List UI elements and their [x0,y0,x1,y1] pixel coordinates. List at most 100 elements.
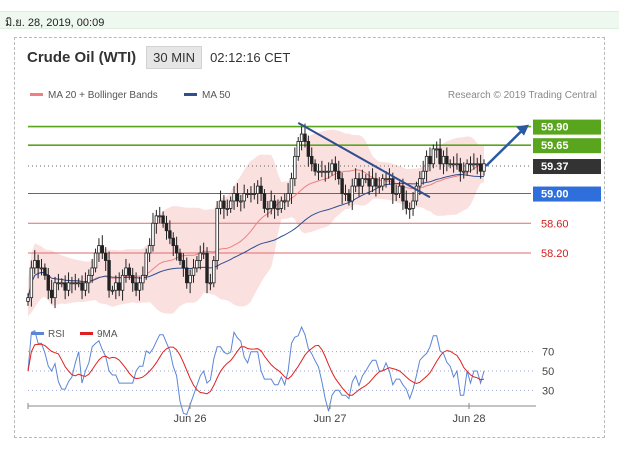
candle-body [147,245,152,254]
candle-body [185,267,189,284]
x-tick-label: Jun 27 [313,413,346,425]
x-axis: Jun 26 Jun 27 Jun 28 [27,403,536,425]
candle-body [266,208,270,210]
candle-body [269,200,273,209]
instrument-title: Crude Oil (WTI) [27,48,137,66]
candle-body [29,267,34,299]
candle-body [249,193,253,195]
candle-body [181,260,186,269]
candle-body [134,282,138,291]
candle-body [154,215,159,224]
candle-body [401,185,405,202]
candle-body [103,252,108,261]
level-label: 59.65 [541,140,569,152]
candle-body [232,193,236,202]
legend: MA 20 + Bollinger Bands MA 50 Research ©… [30,90,597,101]
candle-body [56,282,61,285]
candle-body [225,208,229,210]
candle-body [458,163,463,172]
candle-body [93,252,98,269]
candle-body [242,193,246,202]
rsi-ma-legend-label: 9MA [97,329,118,340]
candle-body [43,267,47,276]
candle-body [418,178,422,187]
candle-body [191,267,196,276]
candle-body [100,245,105,254]
candle-body [482,163,486,172]
candle-body [475,163,479,166]
credit-text: Research © 2019 Trading Central [448,90,597,101]
ma50-line [27,173,485,298]
level-label: 58.20 [541,248,569,260]
price-levels [28,125,531,254]
candle-body [252,193,257,195]
candle-body [141,274,145,284]
candle-body [90,267,94,276]
candle-body [259,185,263,194]
candle-body [80,282,84,291]
level-label: 58.60 [541,218,569,230]
level-tag-box [533,138,601,154]
candle-body [391,178,395,194]
candle-body [276,208,280,210]
interval-badge[interactable]: 30 MIN [146,45,203,69]
level-label: 59.90 [541,122,569,134]
candle-body [161,215,165,224]
rsi-legend: RSI 9MA [31,329,118,340]
candle-body [201,252,206,255]
candle-body [279,200,284,209]
candle-body [87,274,91,284]
candle-body [357,178,361,187]
candle-body [83,282,88,291]
candle-body [255,185,260,194]
candle-body [364,178,368,181]
candle-body [384,178,388,181]
candle-body [73,282,77,285]
candle-body [127,267,132,276]
annotations [297,122,529,199]
rsi-tick-label: 50 [542,366,554,378]
candle-body [445,155,449,165]
rsi-ma-swatch [80,332,93,335]
candle-body [164,222,169,232]
candle-body [438,148,442,165]
candle-body [137,282,142,291]
rsi-legend-label: RSI [48,329,65,340]
candle-body [360,178,365,187]
candle-body [97,245,101,254]
candle-body [46,274,50,291]
level-tag-box [533,159,601,175]
candle-body [215,208,219,261]
candle-body [144,252,148,276]
candle-body [320,170,324,173]
candle-body [60,282,64,285]
candle-body [26,297,30,302]
candle-body [316,170,321,173]
candle-body [411,200,415,209]
candle-body [397,185,402,194]
rsi-ma-line [27,343,485,396]
candle-body [448,163,452,166]
candle-body [63,282,67,291]
candle-body [289,178,294,194]
ma20-legend-label: MA 20 + Bollinger Bands [48,90,158,101]
candle-body [350,185,354,202]
candle-body [313,163,317,172]
candle-body [36,260,40,269]
candle-body [286,193,290,202]
candle-body [171,237,175,247]
candle-body [174,245,179,254]
candle-body [424,155,429,172]
candle-body [114,282,118,291]
candle-body [478,163,483,172]
rsi-tick-label: 30 [542,385,554,397]
candle-body [380,178,385,187]
candle-body [283,200,287,203]
clock-text: 02:12:16 CET [210,49,291,65]
candle-body [387,178,392,181]
candle-body [326,170,331,173]
candle-body [472,163,476,166]
candle-body [239,200,243,203]
candle-body [117,282,121,291]
